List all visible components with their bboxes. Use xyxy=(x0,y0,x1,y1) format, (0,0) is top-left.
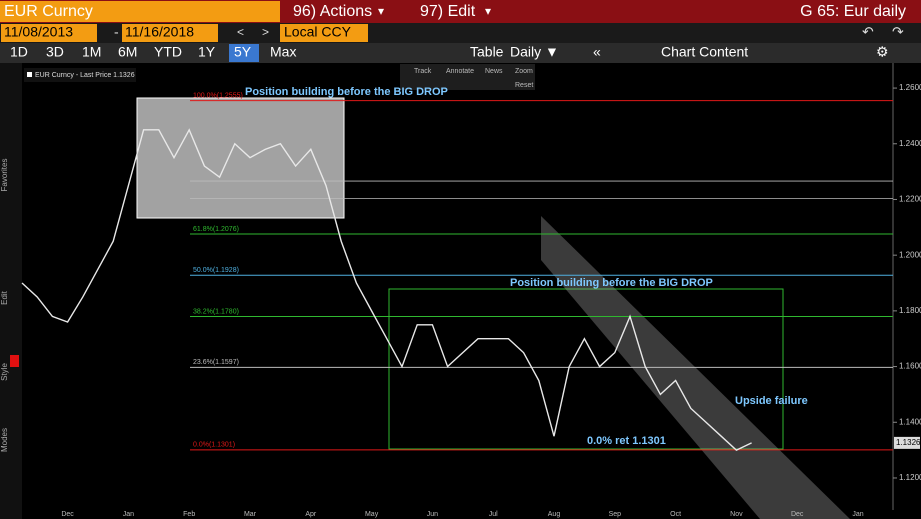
period-button[interactable]: 6M xyxy=(118,44,137,60)
toolbar xyxy=(0,43,921,63)
x-tick-label: Dec xyxy=(61,511,74,518)
y-tick-label: 1.2200 xyxy=(899,195,921,204)
chart-type-menu[interactable]: Daily ▼ xyxy=(510,44,559,60)
legend-box xyxy=(24,68,136,82)
fib-label: 38.2%(1.1780) xyxy=(193,308,239,315)
y-tick-label: 1.2400 xyxy=(899,139,921,148)
fib-label: 61.8%(1.2076) xyxy=(193,226,239,233)
period-button[interactable]: Max xyxy=(270,44,296,60)
dropdown-arrow[interactable]: ▾ xyxy=(485,4,491,18)
zoom-tool[interactable]: Zoom xyxy=(515,68,533,75)
period-button[interactable]: 1M xyxy=(82,44,101,60)
period-button[interactable]: YTD xyxy=(154,44,182,60)
edit-menu[interactable]: 97) Edit xyxy=(420,3,476,20)
ticker[interactable]: EUR Curncy xyxy=(4,3,93,20)
x-tick-label: Jun xyxy=(427,511,438,518)
fib-label: 23.6%(1.1597) xyxy=(193,359,239,366)
legend: EUR Curncy - Last Price 1.1326 xyxy=(35,72,135,79)
annotation: Upside failure xyxy=(735,395,808,407)
settings-button[interactable]: ⚙ xyxy=(876,44,889,60)
currency[interactable]: Local CCY xyxy=(284,24,352,40)
x-tick-label: Jan xyxy=(852,511,863,518)
x-tick-label: Apr xyxy=(305,511,317,518)
date-separator: - xyxy=(114,24,119,40)
nav-left[interactable]: < xyxy=(237,25,244,39)
legend-swatch xyxy=(27,72,32,77)
redo[interactable]: ↷ xyxy=(892,24,904,40)
y-tick-label: 1.1200 xyxy=(899,473,921,482)
chart-tools xyxy=(400,64,535,90)
annotation: Position building before the BIG DROP xyxy=(245,86,448,98)
tool-rail xyxy=(0,63,22,519)
active-period xyxy=(229,44,259,62)
collapse-button[interactable]: « xyxy=(593,44,601,60)
table-button[interactable]: Table xyxy=(470,44,504,60)
x-tick-label: May xyxy=(365,511,379,518)
period-button[interactable]: 1D xyxy=(10,44,28,60)
x-tick-label: Jul xyxy=(489,511,498,518)
nav-right[interactable]: > xyxy=(262,25,269,39)
fib-label: 0.0%(1.1301) xyxy=(193,442,235,449)
start-date[interactable]: 11/08/2013 xyxy=(4,24,73,40)
news-tool[interactable]: News xyxy=(485,68,503,75)
end-date-field[interactable] xyxy=(122,24,218,42)
period-button[interactable]: 1Y xyxy=(198,44,216,60)
range-box xyxy=(388,288,784,450)
y-tick-label: 1.2000 xyxy=(899,250,921,259)
x-tick-label: Nov xyxy=(730,511,743,518)
start-date-field[interactable] xyxy=(1,24,97,42)
side-label: Edit xyxy=(0,290,9,305)
ticker-field[interactable] xyxy=(0,1,280,22)
price-line xyxy=(21,128,752,451)
side-label: Style xyxy=(0,363,9,381)
fib-label: 50.0%(1.1928) xyxy=(193,267,239,274)
side-label: Favorites xyxy=(0,159,9,192)
chart-name: G 65: Eur daily xyxy=(800,3,906,20)
annotation: Position building before the BIG DROP xyxy=(510,277,713,289)
color-swatch[interactable] xyxy=(10,355,19,367)
last-price-tag xyxy=(894,436,920,449)
last-price-label: 1.1326 xyxy=(896,438,921,447)
annotation: 0.0% ret 1.1301 xyxy=(587,435,666,447)
track-tool[interactable]: Track xyxy=(414,68,432,75)
chart-content-button[interactable]: Chart Content xyxy=(661,44,748,60)
end-date[interactable]: 11/16/2018 xyxy=(125,24,194,40)
reset-tool[interactable]: Reset xyxy=(515,82,533,89)
side-label: Modes xyxy=(0,428,9,452)
period-button[interactable]: 5Y xyxy=(234,44,252,60)
fib-label: 100.0%(1.2555) xyxy=(193,92,243,99)
dropdown-arrow[interactable]: ▾ xyxy=(378,4,384,18)
x-tick-label: Dec xyxy=(791,511,804,518)
x-tick-label: Sep xyxy=(609,511,622,518)
currency-field[interactable] xyxy=(280,24,368,42)
y-tick-label: 1.1600 xyxy=(899,362,921,371)
x-tick-label: Aug xyxy=(548,511,561,518)
y-tick-label: 1.2600 xyxy=(899,83,921,92)
y-tick-label: 1.1800 xyxy=(899,306,921,315)
undo[interactable]: ↶ xyxy=(862,24,874,40)
highlight-box xyxy=(136,97,345,219)
date-bar xyxy=(0,23,921,43)
x-tick-label: Feb xyxy=(183,511,195,518)
period-button[interactable]: 3D xyxy=(46,44,64,60)
actions-menu[interactable]: 96) Actions xyxy=(293,3,372,20)
x-tick-label: Mar xyxy=(244,511,257,518)
x-tick-label: Oct xyxy=(670,511,681,518)
x-tick-label: Jan xyxy=(123,511,134,518)
annotate-tool[interactable]: Annotate xyxy=(446,68,474,75)
y-tick-label: 1.1400 xyxy=(899,417,921,426)
